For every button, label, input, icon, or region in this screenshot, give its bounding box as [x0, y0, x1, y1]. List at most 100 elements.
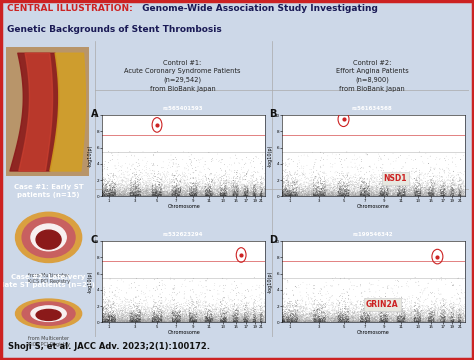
Point	[111, 188, 118, 194]
Point	[135, 183, 142, 189]
Point	[280, 189, 288, 194]
Point	[388, 317, 396, 323]
Point	[297, 190, 305, 195]
Point	[406, 188, 413, 193]
Point	[449, 312, 456, 318]
Point	[309, 190, 317, 195]
Point	[102, 186, 110, 192]
Point	[190, 300, 198, 305]
Point	[378, 165, 386, 171]
Point	[279, 311, 287, 317]
Point	[305, 192, 312, 197]
Point	[237, 190, 245, 196]
Point	[356, 317, 364, 323]
Point	[113, 192, 121, 198]
Point	[328, 316, 336, 322]
Point	[259, 191, 266, 197]
Point	[130, 187, 137, 193]
Point	[376, 316, 384, 322]
Point	[374, 315, 382, 321]
Point	[188, 317, 195, 323]
Point	[328, 315, 336, 321]
Point	[310, 191, 317, 197]
Point	[135, 187, 142, 193]
Point	[418, 189, 426, 195]
Point	[442, 191, 449, 197]
Point	[119, 191, 127, 197]
Point	[323, 308, 331, 314]
Point	[191, 193, 198, 199]
Point	[173, 188, 180, 193]
Point	[414, 312, 422, 318]
Point	[166, 318, 173, 324]
Point	[196, 179, 204, 184]
Point	[340, 192, 348, 198]
Point	[225, 188, 233, 193]
Point	[363, 190, 371, 196]
Point	[259, 318, 267, 324]
Point	[330, 317, 337, 323]
Point	[440, 193, 447, 198]
Point	[326, 191, 334, 197]
Point	[419, 310, 427, 316]
Point	[448, 309, 456, 315]
Point	[186, 189, 193, 194]
Point	[195, 318, 203, 324]
Point	[252, 181, 260, 187]
Point	[281, 317, 288, 323]
Point	[437, 311, 444, 316]
Point	[137, 186, 144, 192]
Point	[341, 193, 349, 198]
Point	[409, 193, 417, 198]
Point	[349, 190, 356, 196]
Point	[282, 170, 290, 175]
Point	[146, 192, 154, 198]
Point	[344, 317, 352, 323]
Point	[347, 310, 355, 316]
Point	[233, 188, 241, 193]
Point	[234, 191, 242, 197]
Point	[399, 188, 406, 193]
Point	[428, 188, 435, 194]
Point	[447, 314, 455, 320]
Point	[417, 190, 425, 196]
Point	[130, 319, 137, 325]
Point	[215, 192, 223, 198]
Point	[436, 193, 444, 199]
Point	[352, 319, 359, 325]
Point	[361, 189, 368, 195]
Point	[153, 190, 161, 195]
Point	[127, 318, 135, 323]
Point	[238, 184, 246, 190]
Point	[330, 307, 338, 312]
Point	[182, 192, 190, 198]
Point	[100, 315, 107, 321]
Point	[153, 186, 160, 192]
Point	[449, 190, 456, 196]
Point	[166, 159, 173, 165]
Point	[438, 188, 446, 194]
Point	[235, 315, 243, 321]
Point	[322, 187, 330, 193]
Point	[311, 315, 319, 321]
Point	[102, 186, 109, 192]
Point	[262, 193, 269, 199]
Point	[184, 193, 191, 199]
Point	[331, 180, 338, 185]
Point	[250, 183, 257, 188]
Point	[359, 193, 366, 199]
Point	[128, 189, 136, 195]
Point	[157, 308, 165, 314]
Point	[182, 188, 189, 194]
Point	[173, 189, 180, 195]
Point	[146, 318, 154, 324]
Point	[238, 189, 246, 195]
Point	[237, 193, 244, 199]
Point	[287, 312, 294, 318]
Point	[336, 317, 344, 323]
Point	[128, 317, 136, 323]
Point	[335, 311, 343, 317]
Point	[198, 309, 206, 315]
Point	[407, 185, 415, 191]
Point	[155, 317, 162, 323]
